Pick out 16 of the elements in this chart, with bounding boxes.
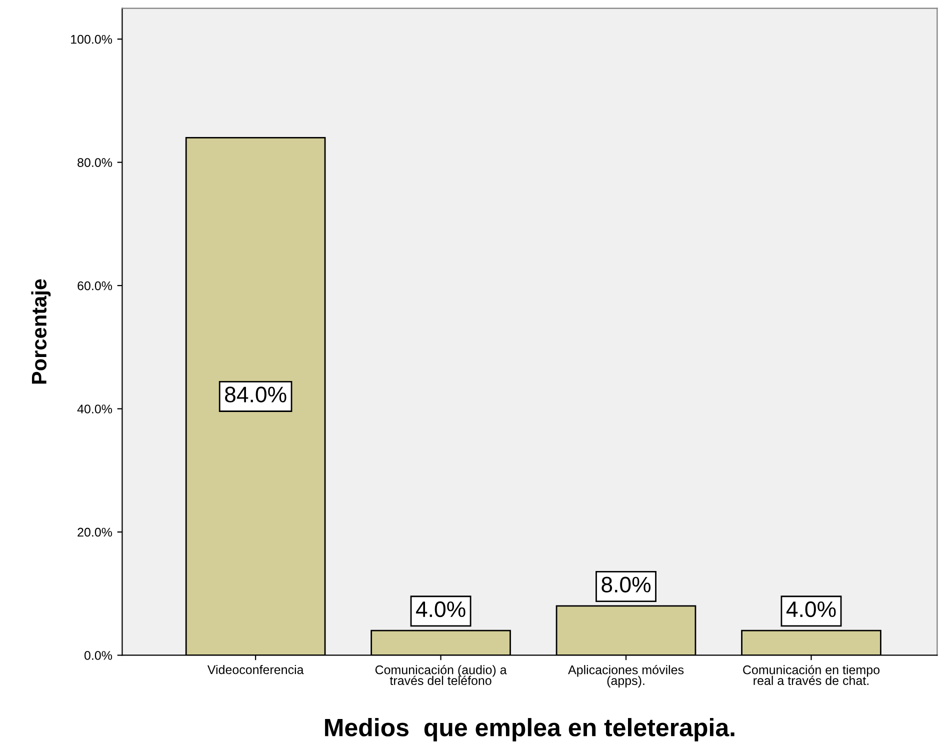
x-axis-title: Medios que emplea en teleterapia. [325,718,734,742]
data-label: 4.0% [416,601,466,618]
data-label: 8.0% [602,576,651,592]
y-tick-label: 40.0% [77,404,112,414]
y-tick-label: 60.0% [78,281,112,290]
x-tick-label: Comunicación en tiempo real a través de chat. [743,664,880,686]
data-label: 84.0% [225,386,286,402]
y-tick-label: 80.0% [78,158,112,167]
x-tick-label: Comunicación (audio) a través del teléfono [375,664,507,686]
x-tick-label: Videoconferencia [207,664,304,674]
data-label: 4.0% [786,601,836,618]
y-tick-label: 100.0% [71,34,112,44]
y-tick-label: 20.0% [78,528,112,537]
y-tick-label: 0.0% [84,651,112,660]
y-axis-title: Porcentaje [31,279,51,384]
x-tick-label: Aplicaciones móviles (apps). [568,664,684,688]
